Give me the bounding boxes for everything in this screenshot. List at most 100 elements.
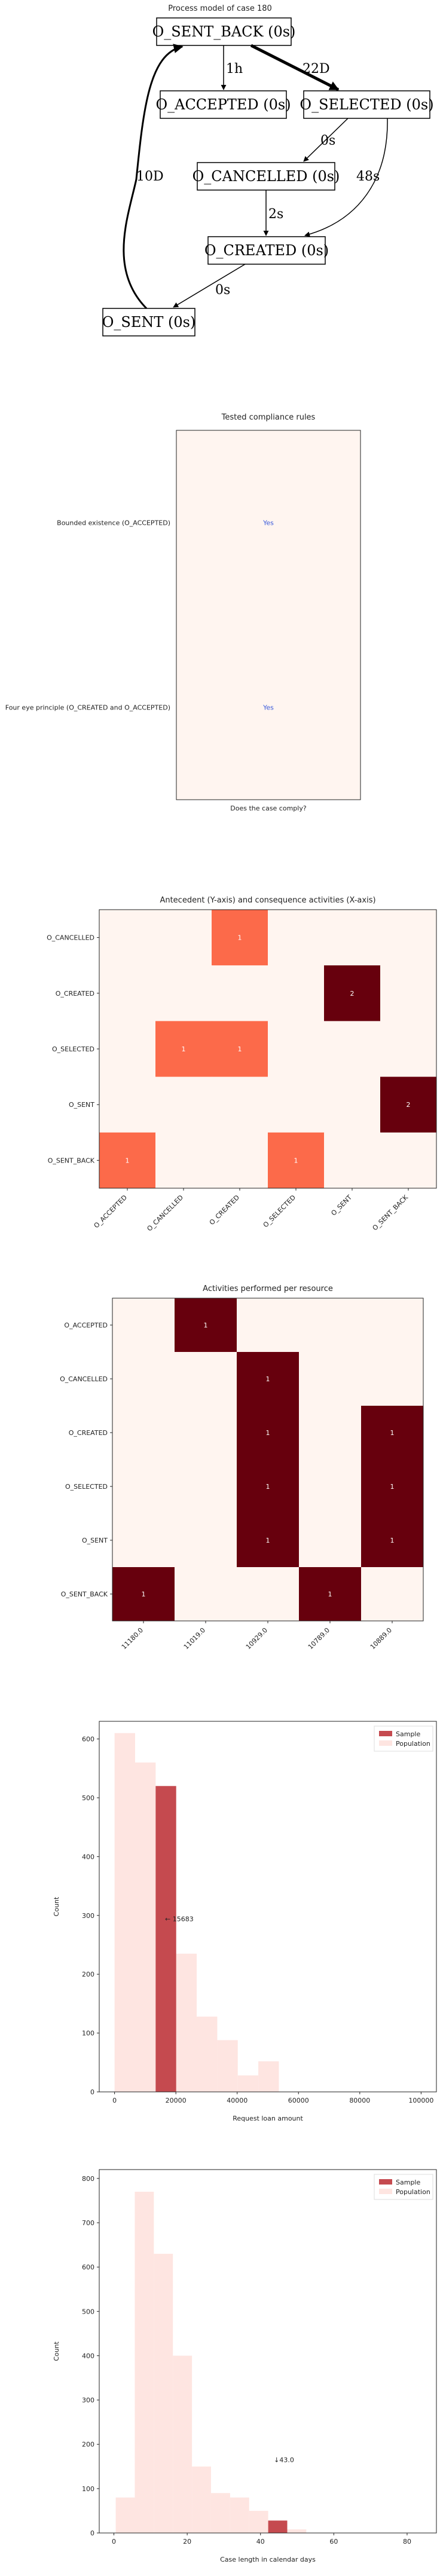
rule-label: Four eye principle (O_CREATED and O_ACCE… <box>5 704 170 712</box>
y-tick-label: 300 <box>82 2397 94 2404</box>
heatmap-cell <box>212 1132 268 1189</box>
population-bar <box>176 1953 197 2092</box>
heatmap-cell <box>324 1076 381 1133</box>
population-bar <box>135 1762 156 2092</box>
heatmap-cell <box>112 1406 175 1460</box>
y-tick-label: O_ACCEPTED <box>64 1321 108 1329</box>
population-bar <box>287 2529 307 2533</box>
edge-cancelled-created: 2s <box>263 190 283 236</box>
heatmap-cell <box>155 1021 212 1078</box>
heatmap-cell <box>380 910 437 966</box>
chart-title: Antecedent (Y-axis) and consequence acti… <box>160 896 375 905</box>
population-bar <box>249 2510 268 2533</box>
cell-value: 1 <box>238 1045 242 1053</box>
node-label: O_SELECTED (0s) <box>300 96 433 113</box>
y-tick-label: 100 <box>82 2030 94 2037</box>
y-tick-label: 800 <box>82 2175 94 2183</box>
x-tick-label: 10889.0 <box>369 1626 393 1651</box>
cell-value: 1 <box>238 934 242 942</box>
edge-label: 0s <box>215 283 230 298</box>
heatmap-cell <box>268 965 325 1021</box>
heatmap-cell <box>237 1298 300 1353</box>
node-sent-back: O_SENT_BACK (0s) <box>152 17 295 46</box>
y-tick-label: O_CANCELLED <box>47 934 94 942</box>
y-tick-label: 300 <box>82 1912 94 1920</box>
population-bar <box>237 2075 259 2092</box>
cell-value: 1 <box>266 1483 270 1491</box>
x-tick-label: 100000 <box>408 2097 433 2104</box>
population-bar <box>210 2493 230 2533</box>
legend-label: Sample <box>396 2179 420 2186</box>
heatmap-cell <box>299 1460 362 1514</box>
cell-value: 1 <box>328 1590 332 1598</box>
edge-label: 1h <box>226 62 243 77</box>
heatmap-cell <box>175 1406 237 1460</box>
y-tick-label: O_SENT <box>82 1537 108 1544</box>
x-tick-label: 0 <box>112 2097 117 2104</box>
cell-value: 1 <box>390 1537 395 1544</box>
x-tick-label: O_CREATED <box>208 1194 241 1226</box>
heatmap-cell <box>361 1460 424 1514</box>
cell-value: 1 <box>390 1429 395 1437</box>
edge-label: 10D <box>136 169 164 184</box>
x-tick-label: 10789.0 <box>307 1626 331 1651</box>
cell-value: 1 <box>204 1321 208 1329</box>
heatmap-cell <box>175 1460 237 1514</box>
cell-value: 1 <box>294 1157 298 1164</box>
x-tick-label: 0 <box>112 2538 116 2546</box>
heatmap-cell <box>324 965 381 1021</box>
y-tick-label: 0 <box>90 2529 94 2537</box>
heatmap-cell <box>155 1076 212 1133</box>
antecedent-consequence-heatmap: Antecedent (Y-axis) and consequence acti… <box>47 896 437 1233</box>
heatmap-cell <box>212 965 268 1021</box>
node-cancelled: O_CANCELLED (0s) <box>192 162 340 191</box>
heatmap-cell <box>112 1567 175 1622</box>
heatmap-cell <box>212 1076 268 1133</box>
y-tick-label: 400 <box>82 2352 94 2360</box>
heatmap-cell <box>268 1021 325 1078</box>
node-sent: O_SENT (0s) <box>102 308 195 336</box>
x-axis-label: Request loan amount <box>233 2115 303 2122</box>
y-axis-label: Count <box>53 2341 60 2361</box>
table-area <box>176 430 361 800</box>
x-tick-label: O_CANCELLED <box>145 1194 185 1233</box>
population-bar <box>173 2355 192 2533</box>
heatmap-cell <box>299 1567 362 1622</box>
annotation: ← 15683 <box>165 1916 194 1923</box>
y-tick-label: O_CANCELLED <box>60 1375 108 1383</box>
loan-amount-histogram: 0 100 200 300 400 500 600 0 20000 40000 60000 80000… <box>53 1721 437 2122</box>
node-accepted: O_ACCEPTED (0s) <box>155 90 291 119</box>
heatmap-cell <box>324 1021 381 1078</box>
x-tick-label: 40000 <box>227 2097 248 2104</box>
process-model-graph: Process model of case 180 O_SENT_BACK (0… <box>102 4 434 336</box>
y-tick-label: O_SENT_BACK <box>48 1157 95 1164</box>
cell-value: 2 <box>407 1101 411 1109</box>
heatmap-cell <box>361 1352 424 1406</box>
legend-swatch <box>379 2179 392 2185</box>
rule-value: Yes <box>262 519 274 527</box>
y-tick-label: O_SENT_BACK <box>61 1590 108 1598</box>
heatmap-cell <box>155 1132 212 1189</box>
y-tick-label: O_SELECTED <box>52 1045 94 1053</box>
edge-selected-cancelled: 0s <box>303 118 349 162</box>
cell-value: 1 <box>266 1537 270 1544</box>
y-tick-label: 700 <box>82 2219 94 2227</box>
heatmap-cell <box>324 1132 381 1189</box>
edge-sent-back-accepted: 1h <box>221 45 243 90</box>
chart-title: Tested compliance rules <box>221 413 316 422</box>
heatmap-cell <box>361 1298 424 1353</box>
y-tick-label: 0 <box>90 2088 94 2096</box>
heatmap-cell <box>299 1352 362 1406</box>
annotation: ↓43.0 <box>274 2456 294 2464</box>
heatmap-cell <box>380 965 437 1021</box>
heatmap-cell <box>99 1076 156 1133</box>
node-label: O_CREATED (0s) <box>204 242 329 259</box>
heatmap-cell <box>237 1567 300 1622</box>
y-tick-label: 200 <box>82 2441 94 2449</box>
node-selected: O_SELECTED (0s) <box>300 90 434 119</box>
x-axis-label: Does the case comply? <box>230 804 307 812</box>
population-bar <box>258 2061 279 2092</box>
population-bar <box>230 2497 249 2533</box>
heatmap-cell <box>361 1406 424 1460</box>
heatmap-cell <box>175 1567 237 1622</box>
